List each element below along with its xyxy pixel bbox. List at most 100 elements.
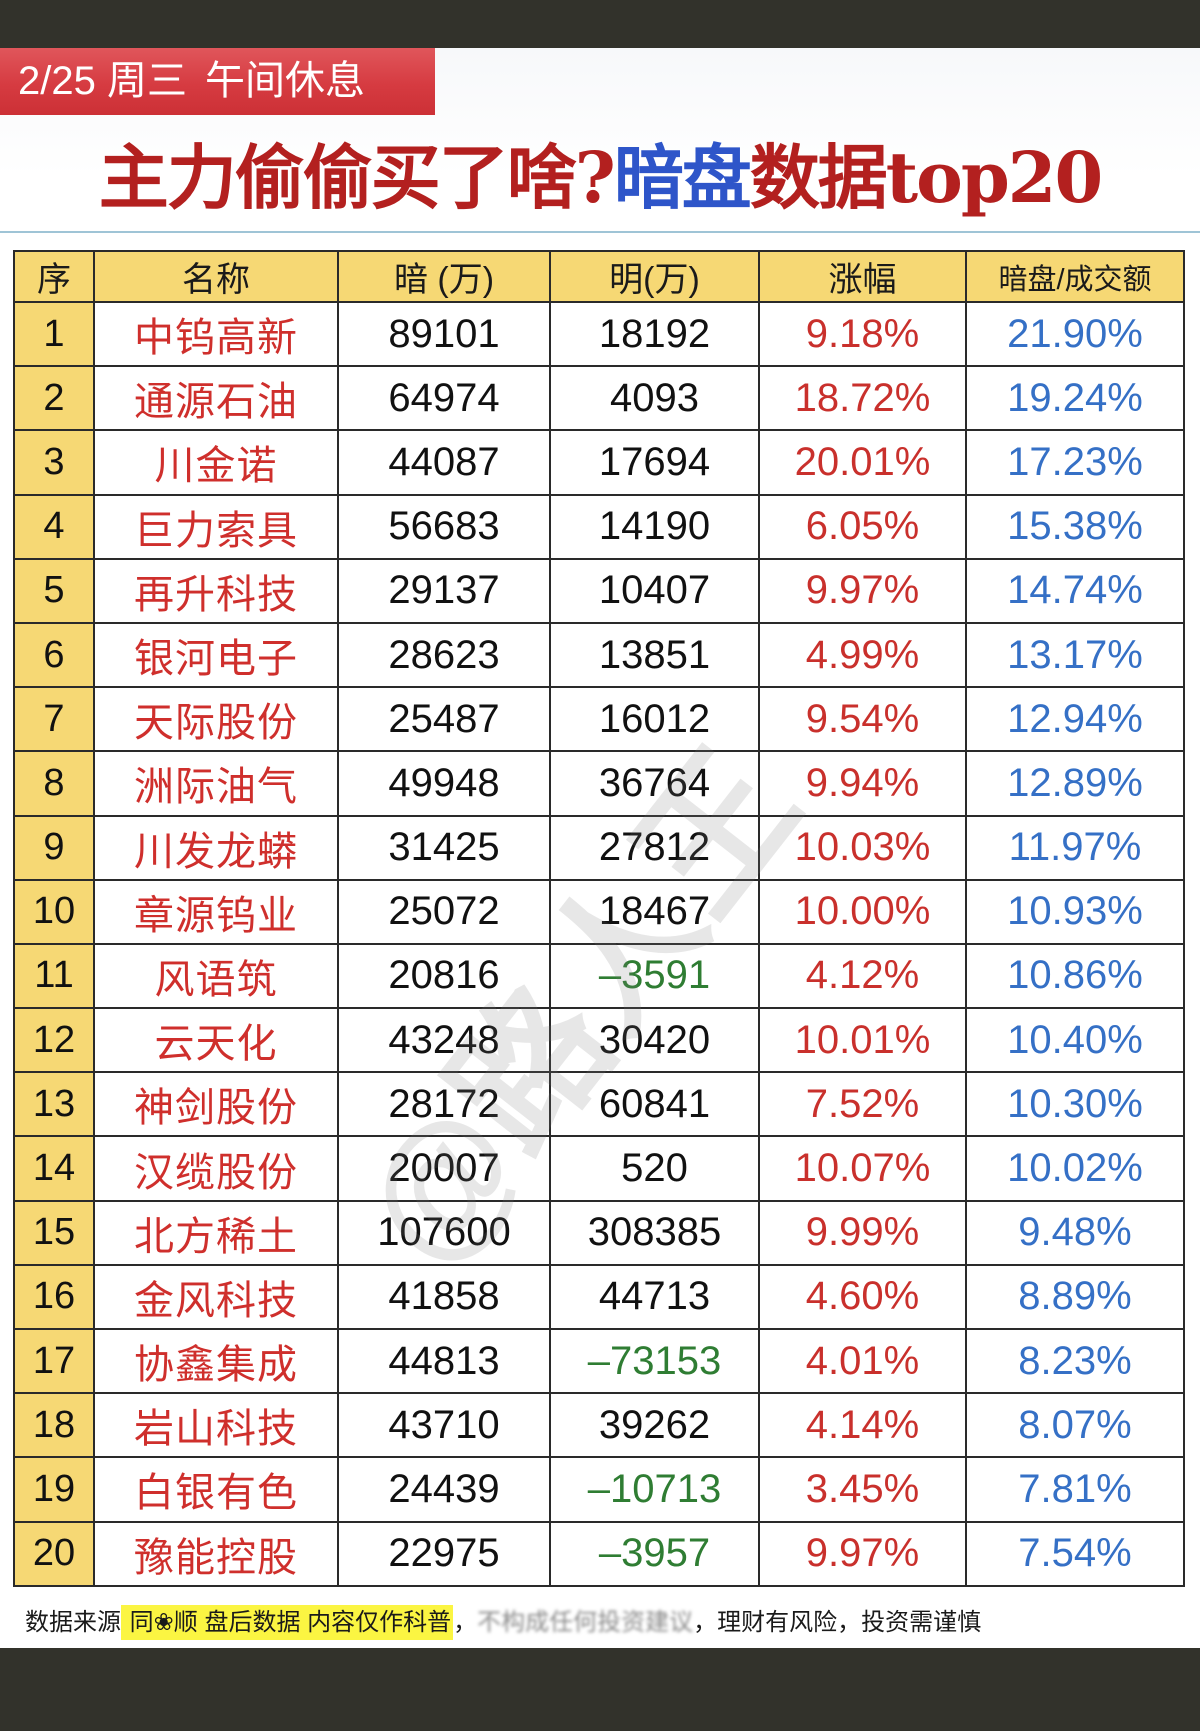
row-index: 4 bbox=[13, 493, 95, 560]
row-index: 18 bbox=[13, 1392, 95, 1459]
dark-pool-amount: 64974 bbox=[337, 365, 551, 432]
footer-blurred-text: 不构成任何投资建议 bbox=[477, 1609, 694, 1636]
price-change: 9.54% bbox=[758, 686, 967, 753]
dark-pool-ratio: 10.02% bbox=[965, 1135, 1185, 1202]
dark-pool-ratio: 12.94% bbox=[965, 686, 1185, 753]
row-index: 8 bbox=[13, 750, 95, 817]
dark-pool-ratio: 17.23% bbox=[965, 429, 1185, 496]
row-index: 13 bbox=[13, 1071, 95, 1138]
lit-amount: 44713 bbox=[549, 1263, 760, 1331]
price-change: 6.05% bbox=[758, 493, 967, 560]
dark-pool-ratio: 9.48% bbox=[965, 1199, 1185, 1266]
table-row: 12 云天化 43248 30420 10.01% 10.40% bbox=[13, 1007, 1185, 1074]
dark-pool-ratio: 10.93% bbox=[965, 878, 1185, 945]
stock-name: 再升科技 bbox=[93, 557, 339, 624]
footer-disclaimer: 数据来源 同❀顺 盘后数据 内容仅作科普，不构成任何投资建议，理财有风险，投资需… bbox=[25, 1603, 981, 1643]
dark-pool-ratio: 8.89% bbox=[965, 1263, 1185, 1331]
table-body: 1 中钨高新 89101 18192 9.18% 21.90% 2 通源石油 64974 4093… bbox=[13, 300, 1185, 1587]
stock-name: 豫能控股 bbox=[93, 1520, 339, 1587]
dark-pool-ratio: 19.24% bbox=[965, 365, 1185, 432]
lit-amount: 10407 bbox=[549, 557, 760, 624]
dark-pool-amount: 44813 bbox=[337, 1327, 551, 1395]
stock-name: 金风科技 bbox=[93, 1263, 339, 1331]
title-divider bbox=[0, 231, 1200, 233]
price-change: 4.99% bbox=[758, 621, 967, 689]
infographic-page: 2/25 周三 午间休息 主力偷偷买了啥?暗盘数据top20 序 名称 暗 (万)… bbox=[0, 48, 1200, 1648]
table-row: 16 金风科技 41858 44713 4.60% 8.89% bbox=[13, 1263, 1185, 1331]
table-row: 19 白银有色 24439 –10713 3.45% 7.81% bbox=[13, 1456, 1185, 1523]
footer-risk: 理财有风险，投资需谨慎 bbox=[717, 1609, 982, 1636]
stock-name: 协鑫集成 bbox=[93, 1327, 339, 1395]
table-row: 15 北方稀土 107600 308385 9.99% 9.48% bbox=[13, 1199, 1185, 1266]
dark-pool-amount: 44087 bbox=[337, 429, 551, 496]
dark-pool-ratio: 10.30% bbox=[965, 1071, 1185, 1138]
row-index: 5 bbox=[13, 557, 95, 624]
dark-pool-amount: 49948 bbox=[337, 750, 551, 817]
table-row: 9 川发龙蟒 31425 27812 10.03% 11.97% bbox=[13, 814, 1185, 881]
row-index: 2 bbox=[13, 365, 95, 432]
price-change: 4.12% bbox=[758, 942, 967, 1010]
dark-pool-amount: 22975 bbox=[337, 1520, 551, 1587]
dark-pool-amount: 24439 bbox=[337, 1456, 551, 1523]
table-row: 1 中钨高新 89101 18192 9.18% 21.90% bbox=[13, 300, 1185, 368]
footer-sep-1: ， bbox=[453, 1609, 478, 1636]
stock-name: 北方稀土 bbox=[93, 1199, 339, 1266]
stock-name: 川金诺 bbox=[93, 429, 339, 496]
table-row: 5 再升科技 29137 10407 9.97% 14.74% bbox=[13, 557, 1185, 624]
dark-pool-amount: 89101 bbox=[337, 300, 551, 368]
price-change: 9.97% bbox=[758, 557, 967, 624]
table-row: 20 豫能控股 22975 –3957 9.97% 7.54% bbox=[13, 1520, 1185, 1587]
stock-name: 岩山科技 bbox=[93, 1392, 339, 1459]
dark-pool-amount: 56683 bbox=[337, 493, 551, 560]
dark-pool-amount: 41858 bbox=[337, 1263, 551, 1331]
price-change: 3.45% bbox=[758, 1456, 967, 1523]
footer-source-highlight: 同❀顺 盘后数据 内容仅作科普 bbox=[121, 1605, 454, 1640]
lit-amount: –73153 bbox=[549, 1327, 760, 1395]
lit-amount: 520 bbox=[549, 1135, 760, 1202]
dark-pool-ratio: 14.74% bbox=[965, 557, 1185, 624]
lit-amount: 4093 bbox=[549, 365, 760, 432]
lit-amount: 39262 bbox=[549, 1392, 760, 1459]
stock-name: 洲际油气 bbox=[93, 750, 339, 817]
dark-pool-ratio: 7.81% bbox=[965, 1456, 1185, 1523]
lit-amount: 60841 bbox=[549, 1071, 760, 1138]
price-change: 10.01% bbox=[758, 1007, 967, 1074]
stock-name: 风语筑 bbox=[93, 942, 339, 1010]
dark-pool-ratio: 15.38% bbox=[965, 493, 1185, 560]
stock-name: 川发龙蟒 bbox=[93, 814, 339, 881]
price-change: 10.07% bbox=[758, 1135, 967, 1202]
row-index: 9 bbox=[13, 814, 95, 881]
footer-sep-2: ， bbox=[693, 1609, 718, 1636]
stock-name: 白银有色 bbox=[93, 1456, 339, 1523]
table-row: 18 岩山科技 43710 39262 4.14% 8.07% bbox=[13, 1392, 1185, 1459]
title-data-top20: 数据top20 bbox=[749, 136, 1103, 219]
row-index: 11 bbox=[13, 942, 95, 1010]
dark-pool-ratio: 10.40% bbox=[965, 1007, 1185, 1074]
lit-amount: 30420 bbox=[549, 1007, 760, 1074]
table-row: 13 神剑股份 28172 60841 7.52% 10.30% bbox=[13, 1071, 1185, 1138]
row-index: 3 bbox=[13, 429, 95, 496]
price-change: 10.00% bbox=[758, 878, 967, 945]
stock-name: 通源石油 bbox=[93, 365, 339, 432]
table-row: 7 天际股份 25487 16012 9.54% 12.94% bbox=[13, 686, 1185, 753]
bottom-dark-band bbox=[0, 1648, 1200, 1731]
row-index: 6 bbox=[13, 621, 95, 689]
price-change: 9.97% bbox=[758, 1520, 967, 1587]
dark-pool-amount: 20816 bbox=[337, 942, 551, 1010]
stock-name: 神剑股份 bbox=[93, 1071, 339, 1138]
date-banner: 2/25 周三 午间休息 bbox=[0, 48, 435, 115]
dark-pool-amount: 25487 bbox=[337, 686, 551, 753]
stock-name: 汉缆股份 bbox=[93, 1135, 339, 1202]
price-change: 18.72% bbox=[758, 365, 967, 432]
stock-name: 巨力索具 bbox=[93, 493, 339, 560]
lit-amount: –3591 bbox=[549, 942, 760, 1010]
header-index: 序 bbox=[13, 250, 95, 303]
table-row: 17 协鑫集成 44813 –73153 4.01% 8.23% bbox=[13, 1327, 1185, 1395]
header-change: 涨幅 bbox=[758, 250, 967, 303]
header-name: 名称 bbox=[93, 250, 339, 303]
dark-pool-amount: 107600 bbox=[337, 1199, 551, 1266]
table-row: 8 洲际油气 49948 36764 9.94% 12.89% bbox=[13, 750, 1185, 817]
lit-amount: –3957 bbox=[549, 1520, 760, 1587]
table-row: 11 风语筑 20816 –3591 4.12% 10.86% bbox=[13, 942, 1185, 1010]
row-index: 12 bbox=[13, 1007, 95, 1074]
